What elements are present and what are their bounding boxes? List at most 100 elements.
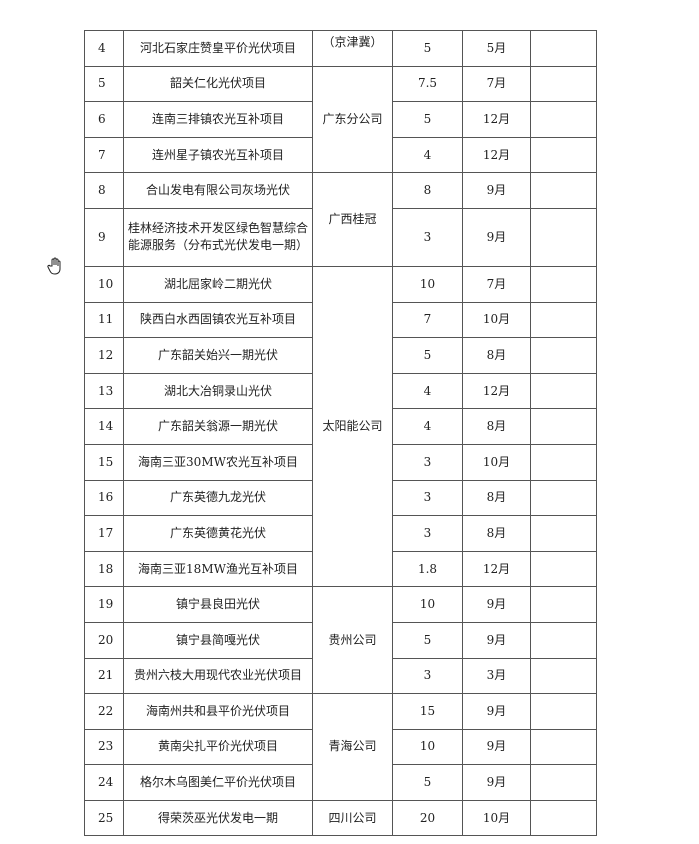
- completion-month: 8月: [462, 479, 531, 517]
- completion-month: 5月: [462, 30, 531, 67]
- capacity: 8: [392, 172, 463, 209]
- capacity: 5: [392, 764, 463, 801]
- project-name: 黄南尖扎平价光伏项目: [123, 728, 313, 766]
- row-number: 5: [84, 65, 124, 103]
- row-number: 23: [84, 728, 124, 766]
- capacity: 7: [392, 301, 463, 339]
- remark: [530, 408, 597, 445]
- remark: [530, 764, 597, 801]
- completion-month: 8月: [462, 337, 531, 374]
- remark: [530, 136, 597, 174]
- capacity: 4: [392, 136, 463, 174]
- table-row: 13 湖北大冶铜录山光伏 4 12月: [84, 372, 597, 410]
- remark: [530, 799, 597, 837]
- project-name: 连南三排镇农光互补项目: [123, 101, 313, 138]
- capacity: 5: [392, 621, 463, 659]
- project-name: 海南州共和县平价光伏项目: [123, 693, 313, 730]
- table-row: 25 得荣茨巫光伏发电一期 四川公司 20 10月: [84, 799, 597, 837]
- company-name: 太阳能公司: [312, 265, 393, 588]
- remark: [530, 65, 597, 103]
- remark: [530, 479, 597, 517]
- completion-month: 9月: [462, 172, 531, 209]
- company-name: 青海公司: [312, 693, 393, 801]
- project-name: 湖北大冶铜录山光伏: [123, 372, 313, 410]
- remark: [530, 301, 597, 339]
- capacity: 3: [392, 443, 463, 481]
- table-row: 17 广东英德黄花光伏 3 8月: [84, 515, 597, 552]
- table-row: 15 海南三亚30MW农光互补项目 3 10月: [84, 443, 597, 481]
- project-name: 海南三亚30MW农光互补项目: [123, 443, 313, 481]
- remark: [530, 265, 597, 303]
- table-row: 19 镇宁县良田光伏 贵州公司 10 9月: [84, 586, 597, 695]
- capacity: 5: [392, 101, 463, 138]
- completion-month: 9月: [462, 764, 531, 801]
- row-number: 22: [84, 693, 124, 730]
- capacity: 7.5: [392, 65, 463, 103]
- row-number: 16: [84, 479, 124, 517]
- capacity: 4: [392, 372, 463, 410]
- table-row: 18 海南三亚18MW渔光互补项目 1.8 12月: [84, 550, 597, 588]
- completion-month: 10月: [462, 443, 531, 481]
- row-number: 20: [84, 621, 124, 659]
- completion-month: 12月: [462, 101, 531, 138]
- completion-month: 8月: [462, 515, 531, 552]
- project-name: 陕西白水西固镇农光互补项目: [123, 301, 313, 339]
- remark: [530, 621, 597, 659]
- remark: [530, 443, 597, 481]
- table-row: 22 海南州共和县平价光伏项目 青海公司 15 9月: [84, 693, 597, 801]
- completion-month: 9月: [462, 207, 531, 267]
- project-table-body: 4 河北石家庄赞皇平价光伏项目 （京津冀） 5 5月 5 韶关仁化光伏项目 广东分公司 7.5 7…: [84, 30, 597, 837]
- hand-pointer-icon: [47, 257, 61, 275]
- company-name: 贵州公司: [312, 586, 393, 695]
- capacity: 10: [392, 265, 463, 303]
- table-row: 10 湖北屈家岭二期光伏 太阳能公司 10 7月: [84, 265, 597, 588]
- project-name: 广东英德黄花光伏: [123, 515, 313, 552]
- row-number: 12: [84, 337, 124, 374]
- table-row: 21 贵州六枝大用现代农业光伏项目 3 3月: [84, 657, 597, 695]
- project-name: 湖北屈家岭二期光伏: [123, 265, 313, 303]
- completion-month: 3月: [462, 657, 531, 695]
- completion-month: 10月: [462, 301, 531, 339]
- company-name: 广东分公司: [312, 65, 393, 174]
- completion-month: 9月: [462, 621, 531, 659]
- row-number: 4: [84, 30, 124, 67]
- completion-month: 8月: [462, 408, 531, 445]
- row-number: 15: [84, 443, 124, 481]
- capacity: 5: [392, 30, 463, 67]
- capacity: 20: [392, 799, 463, 837]
- capacity: 3: [392, 479, 463, 517]
- project-name: 广东英德九龙光伏: [123, 479, 313, 517]
- row-number: 9: [84, 207, 124, 267]
- completion-month: 9月: [462, 693, 531, 730]
- row-number: 17: [84, 515, 124, 552]
- completion-month: 7月: [462, 65, 531, 103]
- remark: [530, 728, 597, 766]
- project-table: 4 河北石家庄赞皇平价光伏项目 （京津冀） 5 5月 5 韶关仁化光伏项目 广东分公司 7.5 7…: [84, 30, 597, 837]
- completion-month: 9月: [462, 728, 531, 766]
- remark: [530, 337, 597, 374]
- completion-month: 12月: [462, 550, 531, 588]
- completion-month: 10月: [462, 799, 531, 837]
- capacity: 10: [392, 728, 463, 766]
- row-number: 18: [84, 550, 124, 588]
- capacity: 1.8: [392, 550, 463, 588]
- row-number: 11: [84, 301, 124, 339]
- row-number: 13: [84, 372, 124, 410]
- capacity: 3: [392, 207, 463, 267]
- row-number: 19: [84, 586, 124, 623]
- row-number: 6: [84, 101, 124, 138]
- row-number: 21: [84, 657, 124, 695]
- project-name: 河北石家庄赞皇平价光伏项目: [123, 30, 313, 67]
- table-row: 24 格尔木乌图美仁平价光伏项目 5 9月: [84, 764, 597, 801]
- table-row: 6 连南三排镇农光互补项目 5 12月: [84, 101, 597, 138]
- row-number: 7: [84, 136, 124, 174]
- project-name: 韶关仁化光伏项目: [123, 65, 313, 103]
- company-name: 广西桂冠: [312, 172, 393, 267]
- row-number: 8: [84, 172, 124, 209]
- project-name: 贵州六枝大用现代农业光伏项目: [123, 657, 313, 695]
- row-number: 14: [84, 408, 124, 445]
- completion-month: 7月: [462, 265, 531, 303]
- remark: [530, 30, 597, 67]
- table-row: 7 连州星子镇农光互补项目 4 12月: [84, 136, 597, 174]
- completion-month: 12月: [462, 136, 531, 174]
